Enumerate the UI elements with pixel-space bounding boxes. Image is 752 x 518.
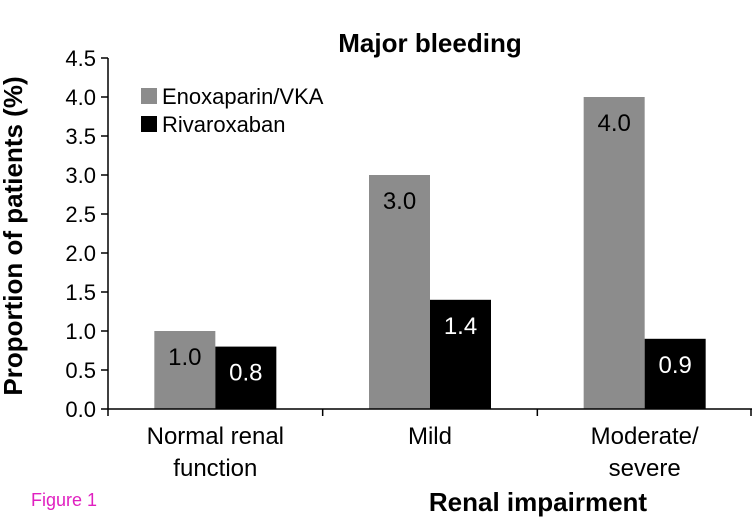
data-label: 0.8 [229,360,262,387]
y-tick-label: 3.0 [65,163,96,188]
bar-rivaroxaban-2 [644,338,706,409]
y-tick-label: 1.5 [65,280,96,305]
x-category-label: Normal renal [147,423,284,450]
legend-swatch-0 [141,88,157,104]
y-tick-label: 2.0 [65,241,96,266]
x-category-label: Moderate/ [591,423,699,450]
x-category-label: Mild [408,423,452,450]
legend: Enoxaparin/VKA Rivaroxaban [141,84,324,137]
bar-rivaroxaban-1 [430,299,491,409]
data-label: 1.0 [168,344,201,371]
data-label: 4.0 [597,110,630,137]
x-category-label: function [173,455,257,482]
bar-enoxaparin-2 [583,97,645,409]
legend-swatch-1 [141,116,157,132]
y-tick-label: 2.5 [65,202,96,227]
y-tick-label: 3.5 [65,124,96,149]
data-label: 0.9 [658,352,691,379]
y-tick-label: 0.5 [65,358,96,383]
bar-enoxaparin-1 [369,175,430,409]
y-tick-label: 1.0 [65,319,96,344]
legend-label-0: Enoxaparin/VKA [162,84,324,109]
bar-rivaroxaban-0 [215,346,277,409]
y-tick-label: 4.0 [65,85,96,110]
chart-title: Major bleeding [338,28,521,58]
figure-label: Figure 1 [31,490,97,510]
x-axis-title: Renal impairment [429,487,648,517]
data-label: 3.0 [383,188,416,215]
x-category-label: severe [609,455,681,482]
legend-label-1: Rivaroxaban [162,112,286,137]
y-tick-label: 0.0 [65,397,96,422]
bar-enoxaparin-0 [154,331,216,409]
y-tick-label: 4.5 [65,46,96,71]
plot-area: 1.0 3.0 4.0 0.8 1.4 0.9 0.0 0.5 1.0 1.5 2.0 2.5 3.0 3… [65,46,752,482]
data-label: 1.4 [444,313,477,340]
y-axis-title: Proportion of patients (%) [0,76,28,395]
